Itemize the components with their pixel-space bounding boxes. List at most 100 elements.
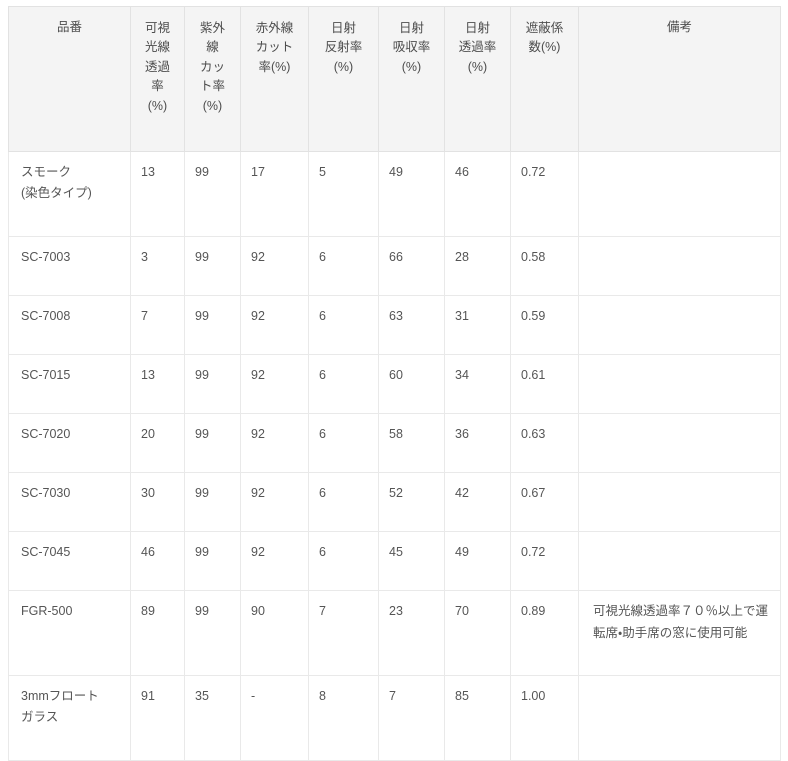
column-header-ir-cut-rate: 赤外線 カット 率(%) (240, 6, 309, 152)
cell-solar-reflectance: 7 (308, 590, 379, 676)
cell-ir-cut-rate: 90 (240, 590, 309, 676)
cell-biko (578, 472, 781, 532)
cell-biko (578, 531, 781, 591)
cell-solar-transmittance: 31 (444, 295, 511, 355)
cell-hinban: SC-7020 (8, 413, 131, 473)
column-header-hinban: 品番 (8, 6, 131, 152)
cell-shading-coefficient: 0.61 (510, 354, 579, 414)
cell-solar-absorptance: 66 (378, 236, 445, 296)
cell-shading-coefficient: 0.72 (510, 151, 579, 237)
table-row: 3mmフロート ガラス 91 35-8 7 85 1.00 (8, 675, 781, 761)
cell-shading-coefficient: 0.63 (510, 413, 579, 473)
cell-solar-transmittance: 85 (444, 675, 511, 761)
column-header-shading-coefficient: 遮蔽係 数(%) (510, 6, 579, 152)
cell-solar-reflectance: 8 (308, 675, 379, 761)
cell-visible-light-transmittance: 46 (130, 531, 185, 591)
cell-ir-cut-rate: 92 (240, 472, 309, 532)
cell-biko (578, 151, 781, 237)
cell-biko: 可視光線透過率７０％以上で運転席・助手席の窓に使用可能 (578, 590, 781, 676)
cell-solar-absorptance: 23 (378, 590, 445, 676)
column-header-uv-cut-rate: 紫外 線 カッ ト率 (%) (184, 6, 241, 152)
cell-hinban: FGR-500 (8, 590, 131, 676)
cell-uv-cut-rate: 99 (184, 295, 241, 355)
cell-solar-transmittance: 34 (444, 354, 511, 414)
cell-solar-reflectance: 6 (308, 236, 379, 296)
cell-ir-cut-rate: - (240, 675, 309, 761)
cell-ir-cut-rate: 92 (240, 531, 309, 591)
cell-ir-cut-rate: 92 (240, 413, 309, 473)
cell-shading-coefficient: 0.67 (510, 472, 579, 532)
cell-shading-coefficient: 0.58 (510, 236, 579, 296)
cell-solar-absorptance: 52 (378, 472, 445, 532)
cell-hinban: SC-7003 (8, 236, 131, 296)
cell-hinban: 3mmフロート ガラス (8, 675, 131, 761)
cell-visible-light-transmittance: 91 (130, 675, 185, 761)
cell-solar-absorptance: 58 (378, 413, 445, 473)
table-row: SC-7008 7 99 92 6 63 31 0.59 (8, 295, 781, 355)
table-row: SC-7015 13 99 92 6 60 34 0.61 (8, 354, 781, 414)
cell-visible-light-transmittance: 13 (130, 354, 185, 414)
spec-table-container: 品番 可視 光線 透過 率 (%) 紫外 線 カッ ト率 (%) 赤外線 カット… (8, 6, 781, 761)
cell-solar-absorptance: 60 (378, 354, 445, 414)
cell-uv-cut-rate: 35 (184, 675, 241, 761)
cell-solar-reflectance: 6 (308, 295, 379, 355)
cell-solar-reflectance: 6 (308, 354, 379, 414)
cell-biko (578, 236, 781, 296)
table-body: スモーク (染色タイプ) 13 99 17 5 49 46 0.72 SC-7003 3 99 92 6… (8, 151, 781, 761)
cell-ir-cut-rate: 92 (240, 295, 309, 355)
column-header-solar-absorptance: 日射 吸収率 (%) (378, 6, 445, 152)
cell-solar-transmittance: 36 (444, 413, 511, 473)
cell-uv-cut-rate: 99 (184, 413, 241, 473)
table-row: FGR-500 89 99 90 7 23 70 0.89 可視光線透過率７０％以上で運転席・助… (8, 590, 781, 676)
table-row: SC-7020 20 99 92 6 58 36 0.63 (8, 413, 781, 473)
cell-uv-cut-rate: 99 (184, 472, 241, 532)
table-row: SC-7045 46 99 92 6 45 49 0.72 (8, 531, 781, 591)
table-header-row: 品番 可視 光線 透過 率 (%) 紫外 線 カッ ト率 (%) 赤外線 カット… (8, 6, 781, 152)
cell-hinban: SC-7008 (8, 295, 131, 355)
cell-solar-transmittance: 28 (444, 236, 511, 296)
cell-shading-coefficient: 0.72 (510, 531, 579, 591)
cell-ir-cut-rate: 17 (240, 151, 309, 237)
cell-solar-transmittance: 42 (444, 472, 511, 532)
cell-solar-reflectance: 6 (308, 472, 379, 532)
cell-solar-transmittance: 46 (444, 151, 511, 237)
cell-biko (578, 354, 781, 414)
cell-hinban: SC-7030 (8, 472, 131, 532)
cell-visible-light-transmittance: 7 (130, 295, 185, 355)
cell-biko (578, 413, 781, 473)
cell-ir-cut-rate: 92 (240, 236, 309, 296)
column-header-solar-transmittance: 日射 透過率 (%) (444, 6, 511, 152)
cell-solar-absorptance: 7 (378, 675, 445, 761)
column-header-biko: 備考 (578, 6, 781, 152)
cell-shading-coefficient: 0.89 (510, 590, 579, 676)
cell-biko (578, 295, 781, 355)
cell-uv-cut-rate: 99 (184, 151, 241, 237)
cell-biko (578, 675, 781, 761)
cell-solar-absorptance: 45 (378, 531, 445, 591)
cell-visible-light-transmittance: 89 (130, 590, 185, 676)
cell-solar-transmittance: 70 (444, 590, 511, 676)
cell-shading-coefficient: 1.00 (510, 675, 579, 761)
cell-ir-cut-rate: 92 (240, 354, 309, 414)
cell-solar-reflectance: 6 (308, 531, 379, 591)
cell-hinban: SC-7045 (8, 531, 131, 591)
cell-uv-cut-rate: 99 (184, 236, 241, 296)
cell-shading-coefficient: 0.59 (510, 295, 579, 355)
cell-hinban: スモーク (染色タイプ) (8, 151, 131, 237)
film-spec-table: 品番 可視 光線 透過 率 (%) 紫外 線 カッ ト率 (%) 赤外線 カット… (8, 6, 781, 761)
cell-solar-reflectance: 6 (308, 413, 379, 473)
cell-hinban: SC-7015 (8, 354, 131, 414)
table-row: SC-7030 30 99 92 6 52 42 0.67 (8, 472, 781, 532)
table-row: スモーク (染色タイプ) 13 99 17 5 49 46 0.72 (8, 151, 781, 237)
cell-solar-absorptance: 63 (378, 295, 445, 355)
cell-uv-cut-rate: 99 (184, 590, 241, 676)
column-header-solar-reflectance: 日射 反射率 (%) (308, 6, 379, 152)
cell-visible-light-transmittance: 13 (130, 151, 185, 237)
cell-solar-transmittance: 49 (444, 531, 511, 591)
table-header: 品番 可視 光線 透過 率 (%) 紫外 線 カッ ト率 (%) 赤外線 カット… (8, 6, 781, 152)
cell-visible-light-transmittance: 30 (130, 472, 185, 532)
cell-uv-cut-rate: 99 (184, 354, 241, 414)
cell-solar-absorptance: 49 (378, 151, 445, 237)
cell-uv-cut-rate: 99 (184, 531, 241, 591)
column-header-visible-light-transmittance: 可視 光線 透過 率 (%) (130, 6, 185, 152)
